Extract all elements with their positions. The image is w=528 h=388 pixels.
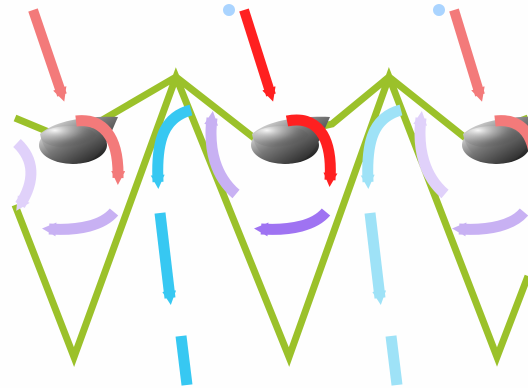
- curved-arrow-icon: [150, 104, 193, 189]
- zigzag-surface: [11, 66, 528, 367]
- incoming-arrow-left: [28, 8, 67, 102]
- dark-droplet-icon: [462, 116, 528, 164]
- curved-arrow-icon: [360, 104, 403, 189]
- support-line-left: [174, 76, 233, 213]
- curved-arrow-icon: [413, 111, 449, 199]
- curved-arrow-icon: [42, 208, 119, 237]
- light-droplet-icon: [433, 4, 445, 16]
- curved-arrow-icon: [494, 115, 528, 152]
- curved-arrow-icon: [254, 208, 331, 237]
- incoming-arrow-right: [449, 8, 485, 102]
- light-droplet-icon: [223, 4, 235, 16]
- support-line-right: [387, 76, 443, 213]
- dashed-down-arrow-left: [154, 212, 193, 386]
- curved-arrow-icon: [204, 111, 240, 199]
- curved-arrow-icon: [452, 208, 528, 237]
- curved-arrow-icon: [13, 138, 37, 211]
- dashed-down-arrow-right: [364, 212, 403, 386]
- incoming-arrow-center: [239, 8, 276, 102]
- curved-arrow-icon: [75, 115, 126, 185]
- curved-arrow-icon: [285, 114, 338, 187]
